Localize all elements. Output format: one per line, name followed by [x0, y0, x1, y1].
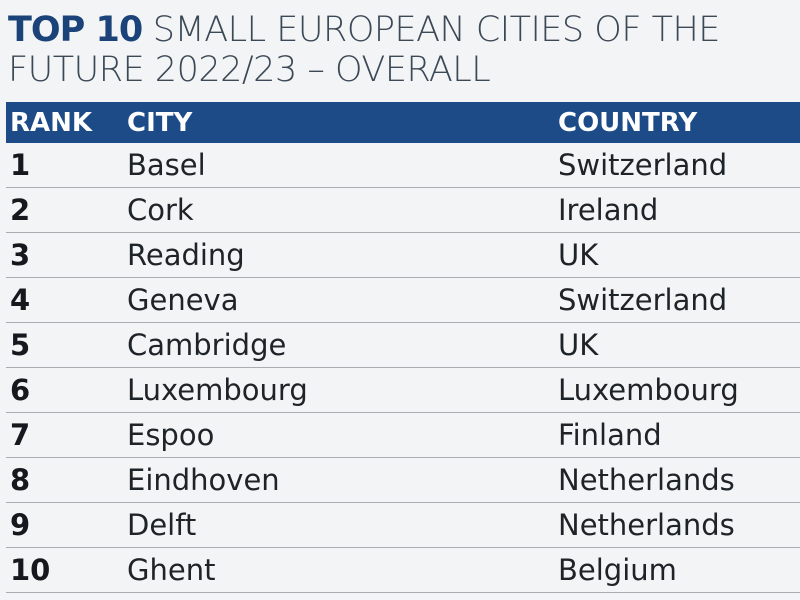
ranking-table: RANK CITY COUNTRY 1 Basel Switzerland 2 Cork…: [6, 102, 800, 593]
cell-country: Switzerland: [558, 148, 728, 182]
title-rest: SMALL EUROPEAN CITIES OF THE FUTURE 2022…: [8, 10, 720, 90]
table-row: 1 Basel Switzerland: [6, 143, 800, 188]
title-highlight: TOP 10: [8, 10, 143, 50]
table-row: 10 Ghent Belgium: [6, 548, 800, 593]
cell-city: Espoo: [127, 418, 215, 452]
cell-country: Switzerland: [558, 283, 728, 317]
cell-rank: 1: [10, 148, 31, 182]
cell-rank: 4: [10, 283, 31, 317]
cell-rank: 7: [10, 418, 31, 452]
cell-rank: 3: [10, 238, 31, 272]
cell-country: UK: [558, 238, 599, 272]
table-row: 9 Delft Netherlands: [6, 503, 800, 548]
cell-rank: 5: [10, 328, 31, 362]
header-country: COUNTRY: [558, 107, 698, 138]
cell-country: Belgium: [558, 553, 677, 587]
cell-city: Reading: [127, 238, 245, 272]
table-row: 4 Geneva Switzerland: [6, 278, 800, 323]
table-header: RANK CITY COUNTRY: [6, 102, 800, 143]
cell-city: Delft: [127, 508, 197, 542]
cell-city: Ghent: [127, 553, 216, 587]
table-row: 2 Cork Ireland: [6, 188, 800, 233]
cell-city: Basel: [127, 148, 206, 182]
cell-city: Eindhoven: [127, 463, 280, 497]
cell-city: Cambridge: [127, 328, 287, 362]
table-row: 8 Eindhoven Netherlands: [6, 458, 800, 503]
header-city: CITY: [127, 107, 193, 138]
cell-country: Netherlands: [558, 508, 735, 542]
table-row: 5 Cambridge UK: [6, 323, 800, 368]
cell-rank: 10: [10, 553, 51, 587]
cell-country: UK: [558, 328, 599, 362]
cell-city: Geneva: [127, 283, 239, 317]
table-row: 6 Luxembourg Luxembourg: [6, 368, 800, 413]
cell-country: Netherlands: [558, 463, 735, 497]
table-row: 3 Reading UK: [6, 233, 800, 278]
cell-rank: 9: [10, 508, 31, 542]
cell-city: Luxembourg: [127, 373, 308, 407]
header-rank: RANK: [10, 107, 93, 138]
cell-country: Finland: [558, 418, 662, 452]
chart-title: TOP 10 SMALL EUROPEAN CITIES OF THE FUTU…: [8, 10, 798, 90]
table-row: 7 Espoo Finland: [6, 413, 800, 458]
cell-city: Cork: [127, 193, 194, 227]
cell-rank: 6: [10, 373, 31, 407]
cell-rank: 8: [10, 463, 31, 497]
cell-country: Luxembourg: [558, 373, 739, 407]
cell-country: Ireland: [558, 193, 659, 227]
cell-rank: 2: [10, 193, 31, 227]
